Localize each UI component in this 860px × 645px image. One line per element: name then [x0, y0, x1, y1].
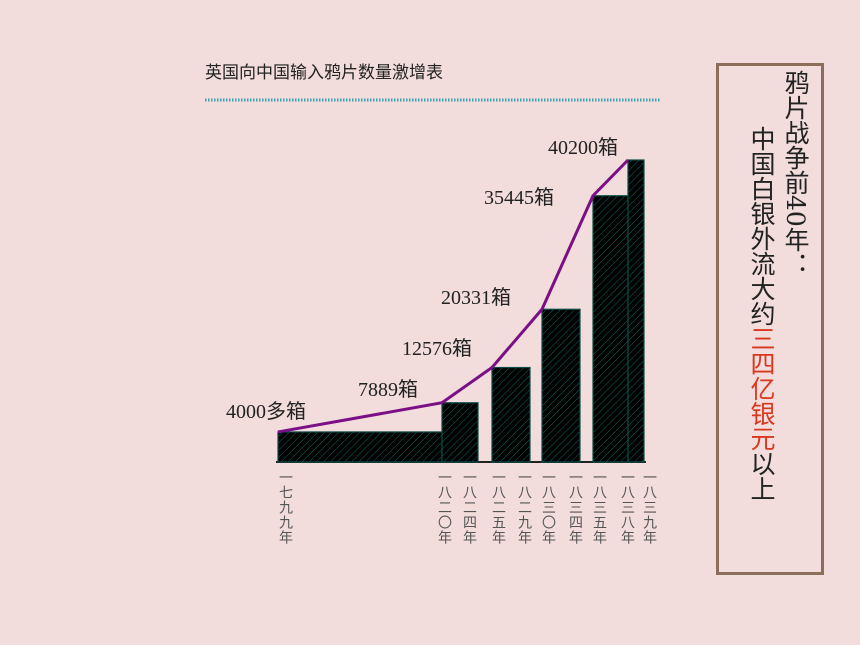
- x-tick-label: 一八三五年: [591, 470, 607, 545]
- note-line: 鸦片战争前40年：: [781, 70, 810, 277]
- bar: [277, 431, 443, 463]
- x-tick-label: 一八二〇年: [436, 470, 452, 545]
- bar: [441, 402, 479, 463]
- x-tick-label: 一八三八年: [619, 470, 635, 545]
- bar: [592, 195, 629, 463]
- x-tick-label: 一八三九年: [641, 470, 657, 545]
- x-tick-label: 一八二五年: [490, 470, 506, 545]
- note-text: 中国白银外流大约: [747, 126, 776, 326]
- note-box: 鸦片战争前40年： 中国白银外流大约三四亿银元以上: [716, 63, 824, 575]
- chart-title: 英国向中国输入鸦片数量激增表: [205, 63, 443, 83]
- x-tick-label: 一八二九年: [516, 470, 532, 545]
- trend-line: [277, 158, 630, 434]
- note-line: 中国白银外流大约三四亿银元以上: [747, 126, 776, 501]
- data-label: 7889箱: [358, 378, 418, 401]
- x-tick-label: 一七九九年: [277, 470, 293, 545]
- bar: [541, 308, 581, 463]
- data-label: 12576箱: [402, 337, 472, 360]
- note-highlight: 三四亿银元: [747, 326, 776, 451]
- data-label: 40200箱: [548, 136, 618, 159]
- bar: [627, 159, 645, 463]
- data-label: 20331箱: [441, 286, 511, 309]
- bar: [491, 366, 531, 463]
- data-label: 4000多箱: [226, 400, 306, 423]
- x-tick-label: 一八二四年: [461, 470, 477, 545]
- data-label: 35445箱: [484, 186, 554, 209]
- x-tick-label: 一八三四年: [567, 470, 583, 545]
- note-text: 以上: [747, 451, 776, 501]
- x-tick-label: 一八三〇年: [540, 470, 556, 545]
